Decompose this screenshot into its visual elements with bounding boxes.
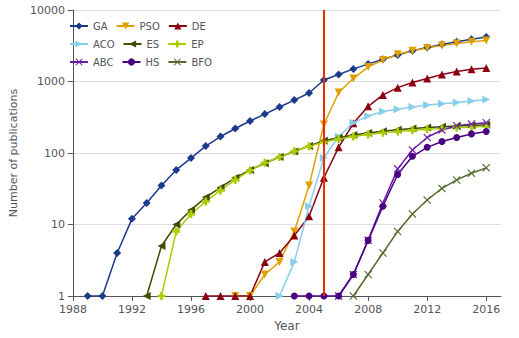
svg-text:PSO: PSO: [140, 21, 160, 32]
svg-text:1: 1: [58, 290, 65, 303]
svg-text:ACO: ACO: [93, 39, 115, 50]
svg-text:GA: GA: [93, 21, 108, 32]
svg-text:2008: 2008: [354, 303, 382, 316]
svg-text:1000: 1000: [37, 75, 65, 88]
svg-text:EP: EP: [191, 39, 203, 50]
svg-text:10000: 10000: [30, 4, 65, 17]
svg-text:ES: ES: [147, 39, 160, 50]
svg-text:DE: DE: [192, 21, 206, 32]
svg-text:2012: 2012: [413, 303, 441, 316]
svg-text:2016: 2016: [472, 303, 500, 316]
svg-text:10: 10: [51, 218, 65, 231]
svg-text:Number of publications: Number of publications: [7, 89, 20, 218]
svg-text:2000: 2000: [236, 303, 264, 316]
svg-text:ABC: ABC: [93, 57, 114, 68]
svg-text:2004: 2004: [295, 303, 323, 316]
svg-text:Year: Year: [273, 319, 299, 333]
svg-text:1992: 1992: [118, 303, 146, 316]
svg-text:100: 100: [44, 147, 65, 160]
svg-text:1988: 1988: [59, 303, 87, 316]
svg-text:BFO: BFO: [191, 57, 212, 68]
svg-text:HS: HS: [146, 57, 160, 68]
svg-text:1996: 1996: [177, 303, 205, 316]
